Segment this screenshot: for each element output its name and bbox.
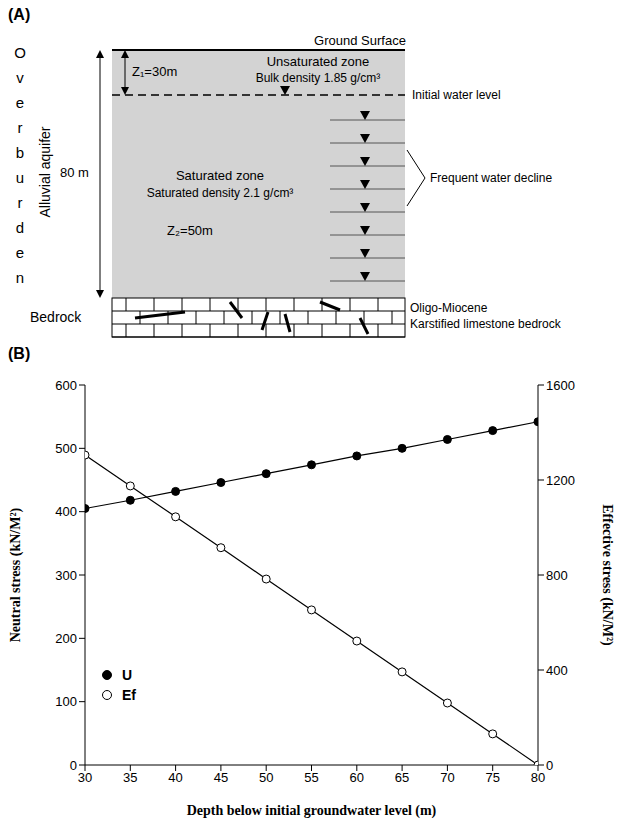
svg-text:1200: 1200 (546, 473, 575, 488)
svg-text:0: 0 (70, 758, 77, 773)
svg-text:Alluvial aquifer: Alluvial aquifer (37, 126, 53, 217)
svg-text:80: 80 (531, 770, 545, 785)
svg-text:600: 600 (55, 378, 77, 393)
svg-text:b: b (16, 144, 24, 161)
svg-text:Initial water level: Initial water level (412, 88, 501, 102)
svg-text:200: 200 (55, 631, 77, 646)
svg-text:500: 500 (55, 441, 77, 456)
svg-text:35: 35 (123, 770, 137, 785)
svg-text:100: 100 (55, 694, 77, 709)
svg-text:80 m: 80 m (60, 165, 89, 180)
svg-text:30: 30 (78, 770, 92, 785)
svg-text:Saturated zone: Saturated zone (176, 168, 264, 183)
svg-text:300: 300 (55, 568, 77, 583)
svg-text:Bulk density 1.85 g/cm³: Bulk density 1.85 g/cm³ (256, 71, 381, 85)
html-text:Ef: Ef (122, 687, 136, 703)
svg-text:Frequent water decline: Frequent water decline (430, 171, 552, 185)
svg-text:75: 75 (485, 770, 499, 785)
svg-text:Bedrock: Bedrock (30, 309, 82, 325)
svg-text:Ground Surface: Ground Surface (314, 33, 406, 48)
svg-text:Unsaturated zone: Unsaturated zone (267, 54, 370, 69)
svg-text:70: 70 (440, 770, 454, 785)
svg-text:e: e (16, 244, 24, 261)
svg-text:v: v (16, 69, 24, 86)
svg-text:d: d (16, 219, 24, 236)
svg-text:45: 45 (214, 770, 228, 785)
html-text:U: U (122, 667, 133, 683)
svg-text:Oligo-Miocene: Oligo-Miocene (410, 301, 488, 315)
svg-text:1600: 1600 (546, 378, 575, 393)
svg-text:800: 800 (546, 568, 568, 583)
svg-text:(A): (A) (8, 6, 30, 23)
svg-text:Neutral stress (kN/M²): Neutral stress (kN/M²) (8, 507, 24, 642)
svg-text:u: u (16, 169, 24, 186)
svg-text:40: 40 (168, 770, 182, 785)
svg-text:Z₁=30m: Z₁=30m (132, 64, 177, 79)
svg-text:55: 55 (304, 770, 318, 785)
svg-text:400: 400 (546, 663, 568, 678)
svg-text:e: e (16, 94, 24, 111)
svg-text:r: r (18, 119, 23, 136)
svg-text:0: 0 (546, 758, 553, 773)
svg-text:65: 65 (395, 770, 409, 785)
svg-text:50: 50 (259, 770, 273, 785)
html-text:(B): (B) (8, 345, 31, 362)
svg-text:Karstified limestone bedrock: Karstified limestone bedrock (410, 317, 562, 331)
svg-text:n: n (16, 269, 24, 286)
svg-text:60: 60 (350, 770, 364, 785)
svg-text:Effective stress (kN/M²): Effective stress (kN/M²) (599, 504, 615, 646)
svg-text:Saturated density 2.1 g/cm³: Saturated density 2.1 g/cm³ (147, 186, 294, 200)
svg-text:r: r (18, 194, 23, 211)
svg-text:400: 400 (55, 504, 77, 519)
svg-text:Depth below initial groundwate: Depth below initial groundwater level (m… (187, 803, 437, 819)
svg-text:O: O (14, 44, 26, 61)
svg-text:Z₂=50m: Z₂=50m (167, 223, 213, 238)
